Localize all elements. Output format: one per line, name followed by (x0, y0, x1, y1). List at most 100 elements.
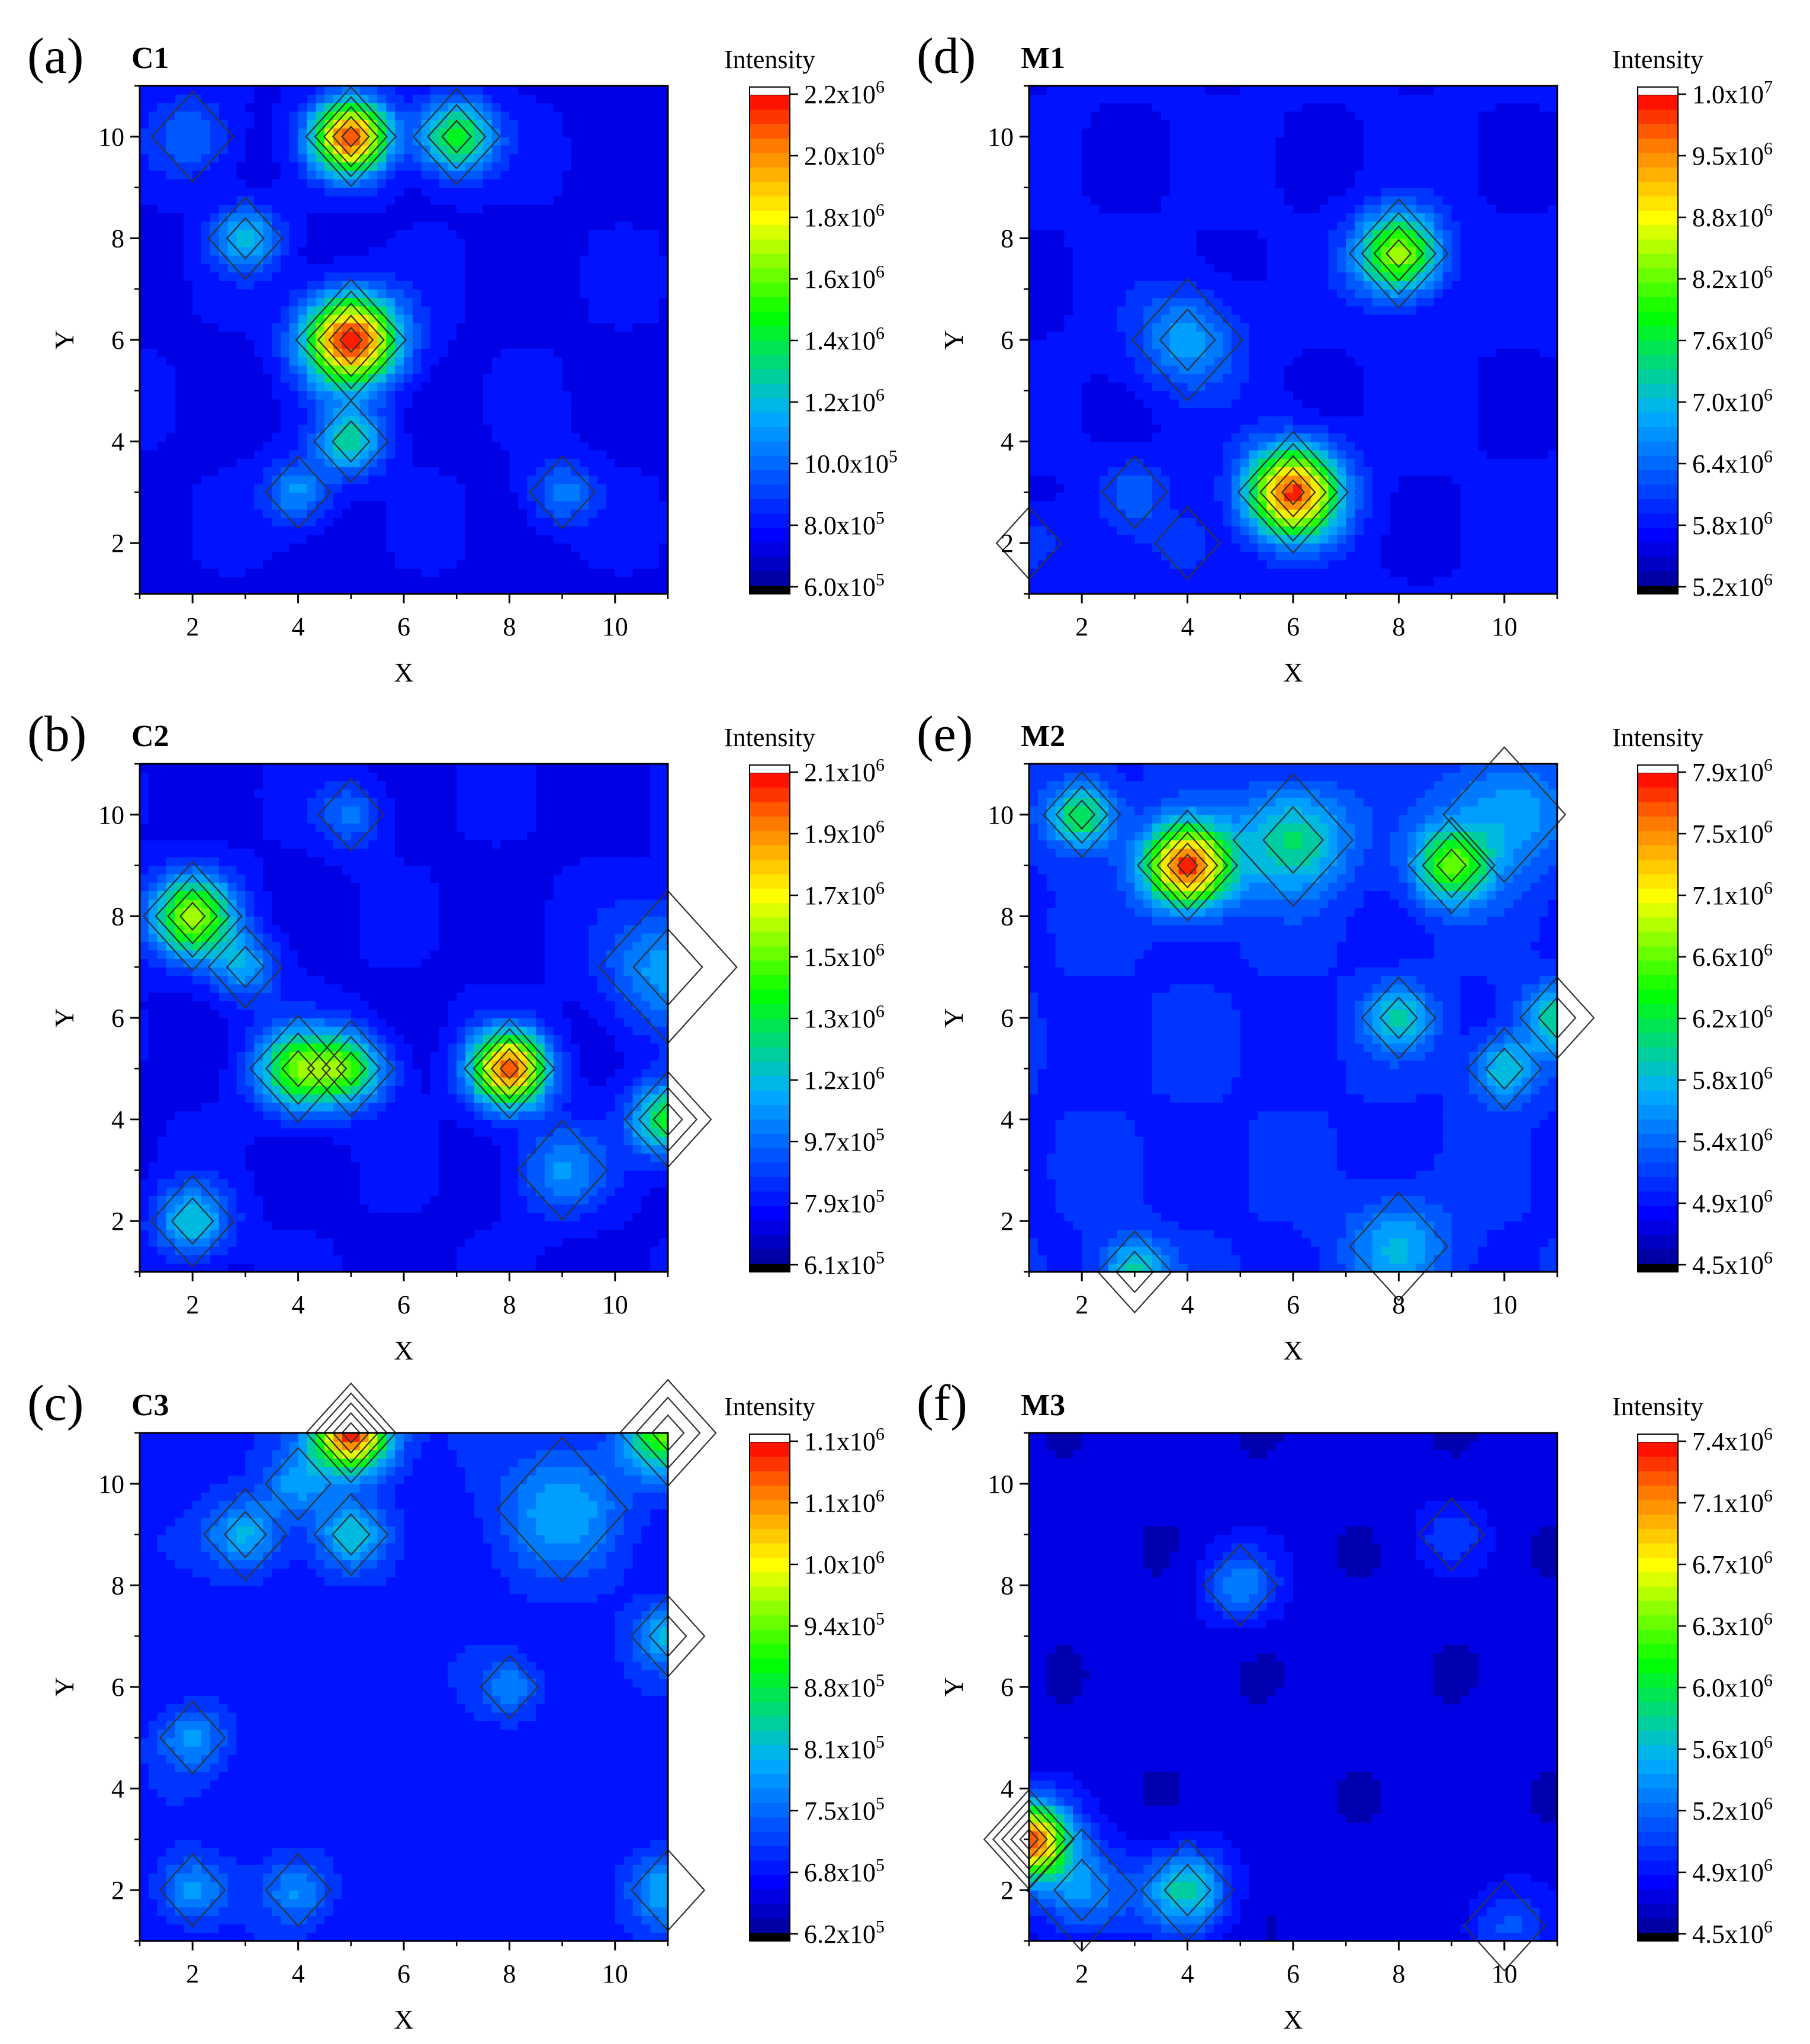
heatmap-cell (289, 246, 299, 256)
x-tick-label: 4 (292, 612, 305, 641)
heatmap-cell (324, 246, 334, 256)
heatmap-cell (166, 390, 176, 400)
heatmap-cell (580, 263, 589, 273)
heatmap-cell (157, 1162, 167, 1171)
heatmap-cell (518, 585, 528, 594)
heatmap-cell (368, 255, 378, 264)
heatmap-cell (606, 475, 616, 484)
heatmap-cell (192, 967, 202, 976)
heatmap-cell (218, 365, 229, 374)
heatmap-cell (245, 1052, 255, 1061)
heatmap-cell (218, 1246, 229, 1255)
heatmap-cell (192, 297, 202, 307)
heatmap-cell (527, 500, 536, 510)
heatmap-cell (632, 136, 642, 146)
heatmap-cell (140, 1145, 149, 1154)
heatmap-cell (140, 102, 149, 112)
heatmap-cell (659, 102, 668, 112)
heatmap-cell (562, 111, 572, 120)
heatmap-cell (148, 568, 158, 577)
heatmap-cell (395, 374, 404, 383)
heatmap-cell (377, 289, 387, 298)
heatmap-cell (412, 484, 422, 493)
heatmap-cell (641, 289, 651, 298)
heatmap-cell (641, 500, 651, 510)
heatmap-cell (236, 1094, 246, 1103)
heatmap-cell (210, 1052, 220, 1061)
heatmap-cell (227, 1238, 237, 1247)
heatmap-cell (483, 306, 493, 315)
heatmap-cell (615, 128, 625, 137)
heatmap-cell (404, 145, 413, 154)
heatmap-cell (307, 882, 316, 892)
heatmap-cell (518, 255, 528, 264)
heatmap-cell (430, 221, 440, 230)
heatmap-cell (166, 484, 176, 493)
heatmap-cell (245, 1009, 255, 1018)
heatmap-cell (562, 390, 572, 400)
heatmap-cell (140, 992, 149, 1001)
heatmap-cell (218, 1153, 229, 1162)
heatmap-cell (307, 958, 316, 968)
heatmap-cell (227, 873, 237, 883)
heatmap-cell (359, 145, 369, 154)
heatmap-cell (650, 221, 660, 230)
heatmap-cell (333, 179, 343, 188)
heatmap-cell (272, 780, 281, 790)
heatmap-cell (263, 374, 272, 383)
heatmap-cell (236, 1009, 246, 1018)
heatmap-cell (218, 849, 229, 857)
heatmap-cell (157, 857, 167, 866)
heatmap-cell (483, 425, 493, 433)
heatmap-cell (245, 500, 255, 510)
heatmap-cell (166, 374, 176, 383)
heatmap-cell (175, 195, 184, 205)
heatmap-cell (245, 111, 255, 120)
heatmap-cell (140, 314, 149, 323)
heatmap-cell (351, 289, 361, 298)
heatmap-cell (474, 425, 484, 433)
heatmap-cell (404, 577, 413, 586)
heatmap-cell (289, 153, 299, 163)
heatmap-cell (368, 374, 378, 383)
heatmap-cell (254, 933, 263, 942)
heatmap-cell (650, 246, 660, 256)
heatmap-cell (263, 297, 272, 307)
heatmap-cell (280, 449, 290, 459)
heatmap-cell (527, 458, 536, 468)
heatmap-cell (210, 1212, 220, 1222)
heatmap-cell (368, 94, 378, 104)
heatmap-cell (536, 425, 545, 433)
heatmap-cell (289, 865, 299, 875)
heatmap-cell (368, 425, 378, 433)
heatmap-cell (280, 492, 290, 502)
heatmap-cell (148, 255, 158, 264)
heatmap-cell (148, 950, 158, 959)
heatmap-cell (272, 1119, 281, 1129)
heatmap-cell (623, 187, 634, 197)
heatmap-cell (465, 484, 475, 493)
heatmap-cell (632, 289, 642, 298)
heatmap-cell (377, 102, 387, 112)
heatmap-cell (571, 314, 580, 323)
heatmap-cell (412, 543, 422, 552)
heatmap-cell (175, 1034, 184, 1044)
heatmap-cell (395, 492, 404, 502)
heatmap-cell (615, 238, 625, 248)
heatmap-cell (316, 916, 325, 925)
heatmap-cell (227, 975, 237, 985)
heatmap-cell (254, 1153, 263, 1162)
heatmap-cell (404, 314, 413, 323)
heatmap-cell (632, 171, 642, 179)
heatmap-cell (404, 187, 413, 197)
heatmap-cell (245, 331, 255, 340)
heatmap-cell (148, 213, 158, 222)
heatmap-cell (527, 416, 536, 425)
heatmap-cell (236, 297, 246, 307)
heatmap-cell (342, 467, 352, 476)
heatmap-cell (324, 560, 334, 569)
heatmap-cell (641, 297, 651, 307)
heatmap-cell (140, 272, 149, 281)
heatmap-cell (571, 162, 580, 171)
heatmap-cell (236, 534, 246, 544)
